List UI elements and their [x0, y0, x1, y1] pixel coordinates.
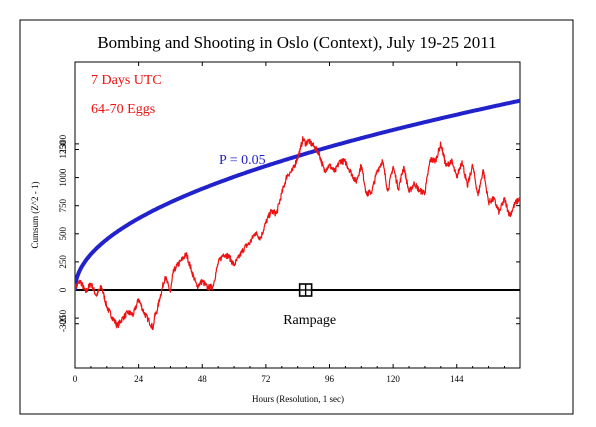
- y-tick-label: -250: [58, 309, 68, 326]
- x-tick-label: 120: [386, 374, 400, 384]
- tick-layer: 0 24 48 72 96 120 144 -300-250 0 250 500 750 1000 125…: [58, 62, 520, 384]
- x-tick-label: 0: [73, 374, 78, 384]
- y-tick-label: 1000: [58, 168, 68, 187]
- cumsum-data-line: [75, 136, 520, 331]
- eggs-annotation: 64-70 Eggs: [91, 102, 155, 117]
- y-tick-label: 1250: [58, 140, 68, 159]
- y-tick-label: 0: [58, 287, 68, 292]
- chart-frame: [19, 19, 574, 415]
- y-axis-label: Cumsum (Z^2 - 1): [30, 182, 40, 249]
- significance-envelope-curve: [75, 98, 520, 291]
- x-tick-label: 96: [325, 374, 335, 384]
- x-axis-label: Hours (Resolution, 1 sec): [252, 394, 344, 404]
- y-tick-label: -300: [58, 315, 68, 332]
- x-tick-label: 48: [198, 374, 208, 384]
- period-annotation: 7 Days UTC: [91, 73, 162, 88]
- envelope-label: P = 0.05: [219, 153, 266, 168]
- y-tick-label: 250: [58, 255, 68, 269]
- event-marker: [298, 283, 313, 297]
- y-tick-label: 500: [58, 227, 68, 241]
- event-label: Rampage: [283, 313, 336, 328]
- chart-title: Bombing and Shooting in Oslo (Context), …: [97, 33, 496, 52]
- x-tick-label: 72: [261, 374, 270, 384]
- x-tick-label: 144: [450, 374, 464, 384]
- y-tick-label: 1300: [58, 134, 68, 153]
- x-tick-label: 24: [134, 374, 144, 384]
- y-tick-label: 750: [58, 198, 68, 212]
